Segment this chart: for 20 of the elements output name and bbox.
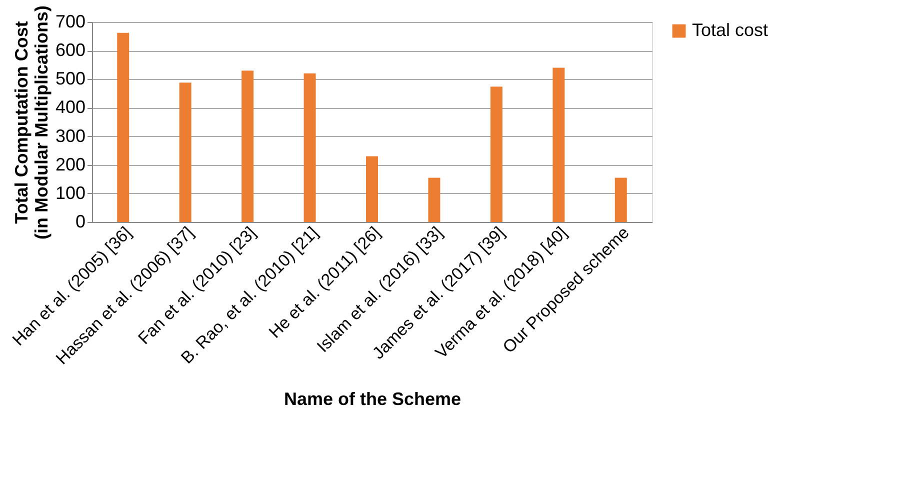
y-axis-title: Total Computation Cost (in Modular Multiplications) — [11, 6, 52, 240]
bar — [490, 86, 502, 222]
x-axis-title: Name of the Scheme — [284, 388, 462, 409]
legend-label: Total cost — [692, 20, 768, 40]
bar — [614, 178, 627, 222]
bar — [242, 70, 254, 222]
y-tick-label: 300 — [55, 126, 86, 146]
y-tick-label: 600 — [55, 40, 86, 60]
y-tick-label: 0 — [75, 212, 86, 232]
bar — [117, 32, 130, 222]
bar — [304, 73, 316, 222]
y-tick-label: 700 — [55, 12, 86, 32]
y-tick-label: 100 — [55, 182, 86, 203]
bar — [179, 82, 192, 222]
bar — [552, 68, 565, 222]
bar — [428, 178, 440, 222]
y-tick-label: 200 — [55, 154, 86, 174]
y-tick-label: 400 — [55, 97, 86, 118]
y-tick-label: 500 — [55, 68, 86, 89]
bar — [366, 156, 378, 222]
